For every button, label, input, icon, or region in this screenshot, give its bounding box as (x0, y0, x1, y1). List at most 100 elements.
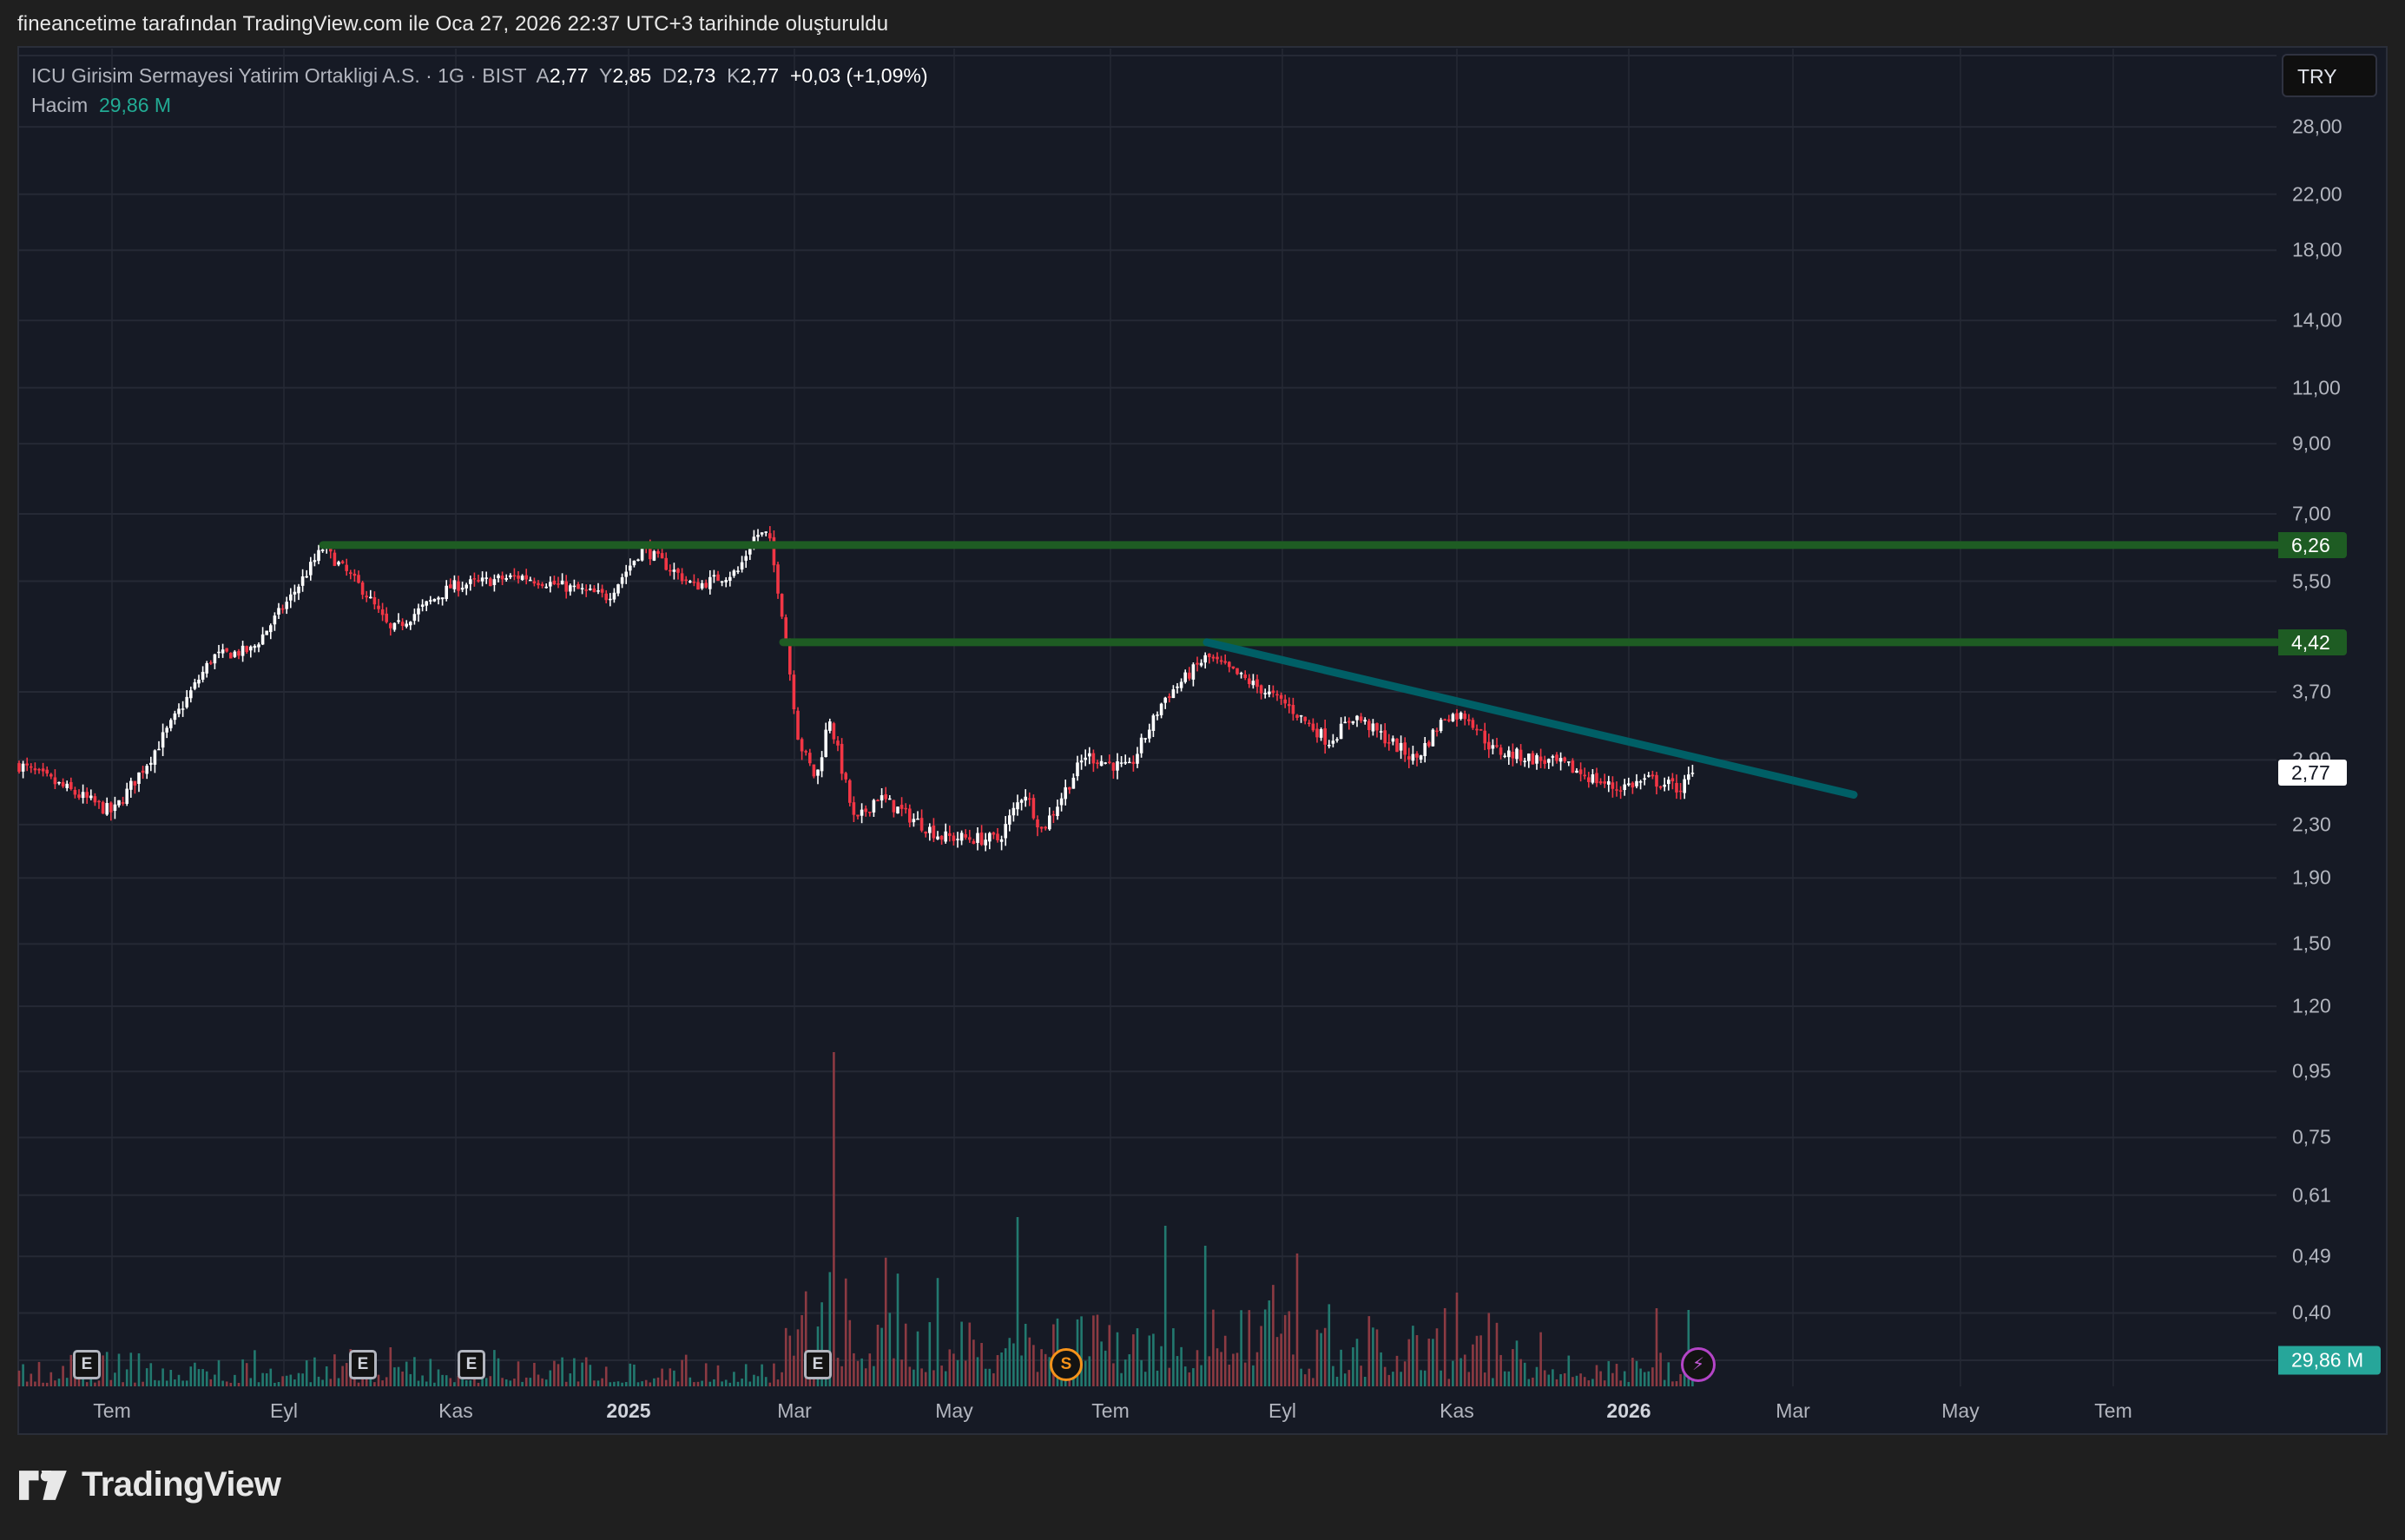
candle-body (1627, 783, 1631, 786)
candle-body (860, 809, 864, 816)
candle-body (57, 781, 61, 784)
volume-bar (321, 1379, 324, 1386)
volume-bar (1360, 1366, 1362, 1386)
volume-bar (1415, 1335, 1419, 1386)
candle-body (365, 596, 368, 598)
candle-body (360, 582, 365, 596)
candle-body (992, 833, 996, 835)
volume-bar (441, 1374, 444, 1386)
candle-body (497, 575, 500, 578)
candle-body (836, 740, 840, 746)
volume-bar (1552, 1369, 1554, 1386)
candle-body (656, 550, 660, 554)
time-axis-label: Tem (2094, 1399, 2132, 1422)
volume-bar (1523, 1362, 1526, 1386)
candle-body (101, 801, 105, 814)
volume-label[interactable]: Hacim (31, 94, 89, 116)
candle-body (349, 572, 353, 575)
candle-body (636, 559, 640, 562)
price-axis-label: 1,20 (2292, 994, 2331, 1017)
volume-bar (1188, 1372, 1191, 1386)
earnings-event-icon[interactable]: E (458, 1350, 485, 1379)
volume-bar (609, 1382, 612, 1386)
candle-body (1199, 662, 1203, 666)
candle-body (1271, 690, 1275, 694)
candle-body (1308, 722, 1311, 725)
candle-body (1148, 729, 1151, 739)
candle-body (1328, 745, 1331, 747)
volume-bar (1172, 1328, 1175, 1386)
chart-container[interactable] (17, 46, 2388, 1435)
candle-body (939, 835, 944, 840)
candle-body (972, 840, 976, 845)
volume-bar (952, 1353, 955, 1386)
volume-bar (1016, 1217, 1019, 1386)
price-axis-label: 2,30 (2292, 813, 2331, 836)
volume-bar (776, 1379, 780, 1386)
currency-button[interactable]: TRY (2282, 54, 2377, 97)
candle-body (1319, 728, 1323, 738)
lightning-icon[interactable]: ⚡ (1681, 1347, 1716, 1382)
symbol-title[interactable]: ICU Girisim Sermayesi Yatirim Ortakligi … (31, 64, 526, 87)
candle-body (1111, 762, 1116, 771)
candle-body (1231, 666, 1235, 668)
time-axis-label: May (935, 1399, 973, 1422)
volume-bar (584, 1357, 588, 1386)
candle-body (145, 766, 148, 774)
candle-body (509, 575, 512, 577)
candle-body (357, 575, 360, 583)
split-event-icon[interactable]: S (1050, 1348, 1083, 1381)
volume-bar (181, 1380, 184, 1386)
candle-body (1395, 738, 1399, 753)
volume-bar (1583, 1377, 1586, 1386)
earnings-event-icon[interactable]: E (804, 1350, 832, 1379)
volume-bar (357, 1382, 360, 1386)
earnings-event-icon[interactable]: E (349, 1350, 377, 1379)
candle-body (649, 546, 652, 560)
candle-body (640, 546, 644, 561)
candle-body (289, 594, 293, 601)
volume-bar (1212, 1309, 1215, 1386)
volume-bar (541, 1378, 544, 1386)
candle-body (49, 773, 53, 777)
candle-body (460, 588, 465, 590)
volume-bar (377, 1374, 380, 1386)
high-value: 2,85 (612, 64, 652, 87)
candle-body (736, 570, 740, 572)
volume-bar (653, 1378, 656, 1386)
candle-body (400, 622, 405, 627)
candle-body (1355, 715, 1359, 721)
volume-bar (856, 1360, 860, 1386)
volume-bar (521, 1381, 524, 1386)
tradingview-logo[interactable]: TradingView (19, 1465, 281, 1504)
candle-body (1675, 782, 1678, 793)
earnings-event-icon[interactable]: E (73, 1350, 101, 1379)
candle-body (1635, 780, 1638, 786)
volume-bar (753, 1374, 755, 1386)
candle-body (309, 562, 313, 576)
candle-body (580, 588, 584, 589)
candle-body (1519, 749, 1523, 761)
volume-bar (1515, 1340, 1519, 1386)
volume-bar (904, 1323, 907, 1386)
candle-body (1128, 761, 1131, 764)
candle-body (173, 713, 177, 721)
volume-bar (656, 1377, 660, 1386)
candle-body (944, 831, 947, 842)
candle-body (213, 654, 217, 664)
volume-bar (773, 1363, 775, 1386)
candle-body (1539, 756, 1543, 761)
volume-bar (85, 1382, 89, 1386)
candle-body (1343, 721, 1347, 724)
volume-bar (621, 1382, 623, 1386)
volume-bar (820, 1302, 823, 1386)
volume-bar (1671, 1381, 1674, 1386)
candle-body (1598, 781, 1603, 784)
candle-body (1367, 721, 1371, 731)
candle-body (984, 839, 987, 846)
volume-bar (134, 1382, 136, 1386)
candle-body (1268, 691, 1271, 694)
volume-bar (1163, 1226, 1167, 1386)
volume-bar (888, 1313, 892, 1386)
